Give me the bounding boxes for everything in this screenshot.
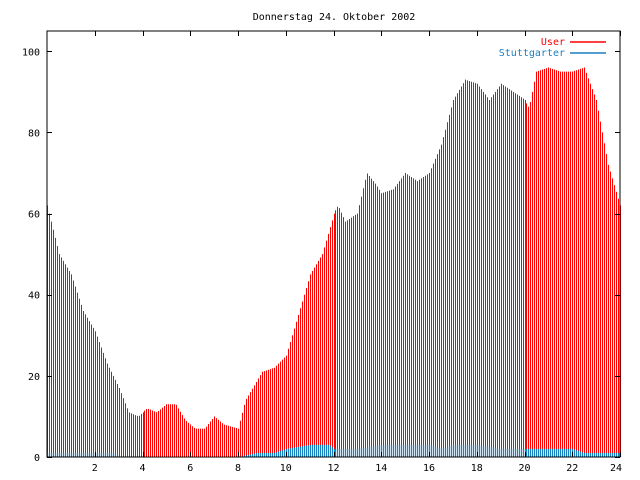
legend-user-label: User	[541, 37, 565, 48]
y-tick-label: 60	[28, 210, 40, 221]
plot-area	[46, 67, 622, 457]
x-tick-label: 4	[139, 463, 145, 474]
y-tick-label: 0	[34, 453, 40, 464]
y-tick-label: 80	[28, 128, 40, 139]
x-tick-label: 10	[280, 463, 292, 474]
plot-frame	[46, 30, 621, 458]
y-tick-label: 20	[28, 372, 40, 383]
x-tick-label: 20	[518, 463, 530, 474]
x-tick-label: 12	[327, 463, 339, 474]
x-tick-label: 24	[610, 463, 622, 474]
x-tick-label: 18	[471, 463, 483, 474]
x-tick-label: 14	[375, 463, 387, 474]
x-tick-label: 6	[187, 463, 193, 474]
x-tick-label: 8	[235, 463, 241, 474]
x-tick-label: 2	[92, 463, 98, 474]
y-tick-label: 100	[22, 47, 40, 58]
x-tick-label: 16	[423, 463, 435, 474]
axis-ticks	[47, 31, 621, 458]
x-tick-label: 22	[566, 463, 578, 474]
y-tick-label: 40	[28, 291, 40, 302]
chart-title: Donnerstag 24. Oktober 2002	[253, 12, 416, 23]
legend-stuttgarter-label: Stuttgarter	[499, 48, 565, 59]
legend: User Stuttgarter	[499, 37, 606, 59]
